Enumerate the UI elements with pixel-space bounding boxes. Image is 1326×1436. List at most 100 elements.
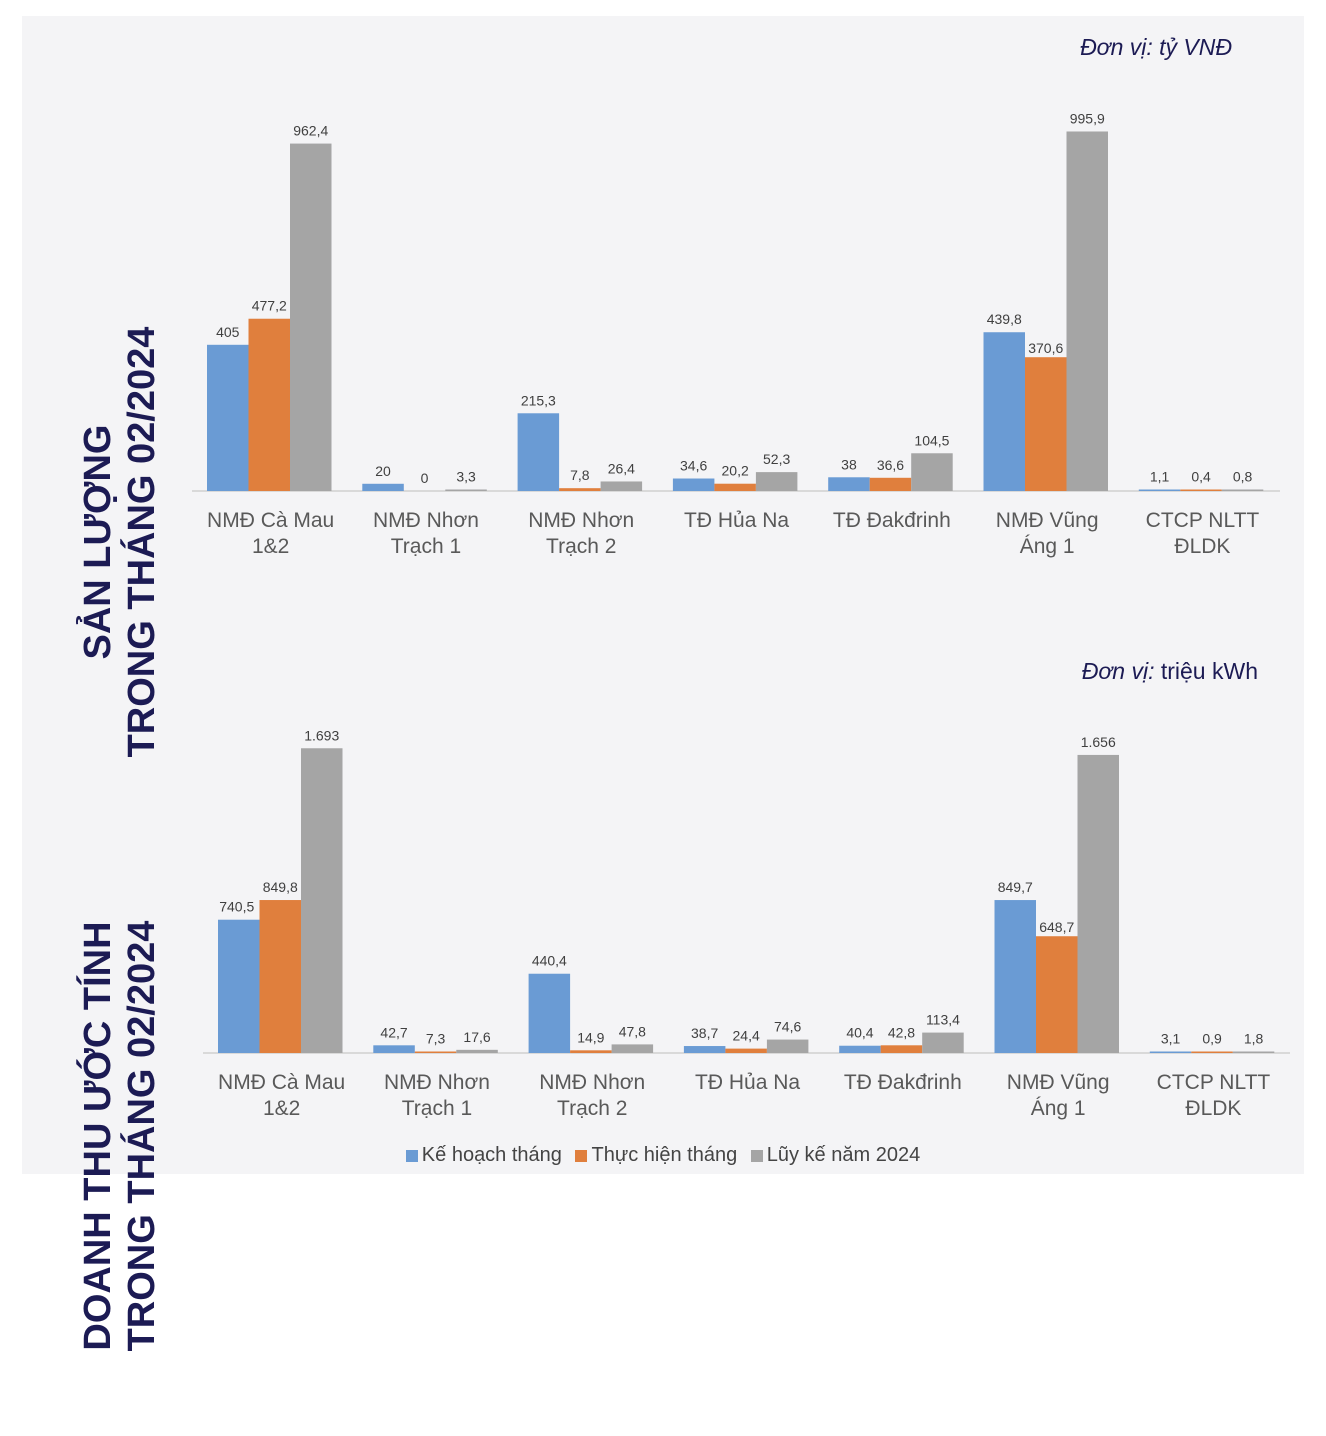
bar-actual — [414, 1051, 457, 1053]
category-label: NMĐ Nhơn — [384, 1071, 490, 1094]
bar-actual — [1180, 489, 1222, 491]
bar-actual — [570, 1050, 612, 1053]
bar-actual — [714, 483, 756, 491]
legend: Kế hoạch tháng Thực hiện tháng Lũy kế nă… — [0, 1144, 1326, 1167]
bar-plan — [528, 973, 571, 1053]
category-label: 1&2 — [252, 535, 289, 558]
bar-cumulative — [922, 1032, 964, 1053]
bar-cumulative — [766, 1039, 809, 1053]
category-label: CTCP NLTT — [1157, 1071, 1271, 1094]
bar-actual — [1191, 1051, 1233, 1053]
data-label: 477,2 — [252, 298, 287, 314]
bar-actual — [559, 488, 601, 491]
bar-actual — [869, 477, 912, 491]
data-label: 17,6 — [463, 1029, 490, 1045]
bar-cumulative — [600, 481, 643, 491]
bar-plan — [994, 900, 1036, 1053]
category-label: Trạch 2 — [546, 535, 616, 558]
bar-plan — [839, 1045, 881, 1053]
legend-label-actual: Thực hiện tháng — [591, 1144, 738, 1166]
bar-actual — [1025, 357, 1067, 491]
category-label: ĐLDK — [1174, 535, 1230, 558]
category-label: Áng 1 — [1031, 1097, 1086, 1120]
legend-item-actual: Thực hiện tháng — [575, 1144, 737, 1167]
data-label: 440,4 — [532, 953, 567, 969]
category-label: CTCP NLTT — [1146, 509, 1260, 532]
data-label: 849,7 — [998, 879, 1033, 895]
data-label: 42,7 — [380, 1024, 407, 1040]
category-label: NMĐ Nhơn — [539, 1071, 645, 1094]
bar-actual — [1036, 936, 1078, 1053]
bar-plan — [1149, 1051, 1192, 1053]
bar-plan — [207, 344, 249, 491]
data-label: 0,9 — [1202, 1031, 1222, 1047]
data-label: 995,9 — [1070, 110, 1105, 126]
category-label: Áng 1 — [1020, 535, 1075, 558]
legend-label-plan: Kế hoạch tháng — [421, 1144, 562, 1166]
chart2-unit-label: Đơn vị: triệu kWh — [1082, 658, 1258, 685]
data-label: 215,3 — [521, 392, 556, 408]
chart2-svg: 740,5 849,8 1.693 NMĐ Cà Mau 1&2 42,7 7,3 17,6 N… — [203, 727, 1290, 1120]
data-label: 1.656 — [1081, 734, 1116, 750]
data-label: 40,4 — [846, 1025, 873, 1041]
data-label: 47,8 — [619, 1023, 646, 1039]
category-label: NMĐ Vũng — [1007, 1071, 1110, 1094]
data-label: 74,6 — [774, 1019, 801, 1035]
data-label: 0,8 — [1233, 469, 1253, 485]
category-label: TĐ Đakđrinh — [833, 509, 951, 532]
category-label: TĐ Hủa Na — [695, 1071, 800, 1094]
bar-plan — [1138, 489, 1181, 491]
data-label: 1.693 — [304, 727, 339, 743]
category-label: NMĐ Vũng — [996, 509, 1099, 532]
legend-label-cumulative: Lũy kế năm 2024 — [766, 1144, 921, 1166]
category-label: Trạch 1 — [402, 1097, 472, 1120]
bar-cumulative — [456, 1049, 498, 1053]
bar-cumulative — [445, 489, 487, 491]
bar-plan — [983, 332, 1025, 491]
data-label: 370,6 — [1028, 340, 1063, 356]
category-label: NMĐ Nhơn — [528, 509, 634, 532]
data-label: 26,4 — [608, 460, 635, 476]
data-label: 14,9 — [577, 1029, 604, 1045]
category-label: NMĐ Nhơn — [373, 509, 479, 532]
data-label: 7,8 — [570, 467, 590, 483]
legend-item-plan: Kế hoạch tháng — [405, 1144, 562, 1167]
bar-cumulative — [611, 1044, 654, 1053]
data-label: 0,4 — [1191, 469, 1211, 485]
infographic: SẢN LƯỢNG TRONG THÁNG 02/2024 Đơn vị: tỷ… — [0, 16, 1326, 1351]
bar-actual — [259, 900, 301, 1053]
data-label: 962,4 — [293, 123, 328, 139]
bar-cumulative — [290, 143, 332, 491]
data-label: 20 — [375, 463, 391, 479]
bar-plan — [517, 413, 560, 491]
bar-plan — [373, 1045, 415, 1053]
bar-cumulative — [755, 472, 798, 491]
data-label: 113,4 — [926, 1012, 960, 1028]
legend-swatch-actual — [575, 1149, 588, 1162]
category-label: TĐ Hủa Na — [684, 509, 789, 532]
legend-swatch-cumulative — [750, 1149, 763, 1162]
chart1-unit-label: Đơn vị: tỷ VNĐ — [1080, 34, 1232, 61]
category-label: TĐ Đakđrinh — [844, 1071, 962, 1094]
category-label: ĐLDK — [1185, 1097, 1241, 1120]
data-label: 3,1 — [1161, 1031, 1181, 1047]
category-label: Trạch 1 — [391, 535, 461, 558]
category-label: 1&2 — [263, 1097, 300, 1120]
chart2-unit-suffix: triệu kWh — [1160, 658, 1258, 684]
data-label: 849,8 — [263, 879, 298, 895]
bar-plan — [362, 483, 404, 491]
bar-cumulative — [911, 453, 953, 491]
data-label: 42,8 — [888, 1024, 915, 1040]
chart1-svg: 405 477,2 962,4 NMĐ Cà Mau 1&2 20 0 3,3 NMĐ Nhơn… — [192, 110, 1280, 558]
legend-swatch-plan — [405, 1149, 418, 1162]
bar-cumulative — [1066, 131, 1108, 491]
legend-item-cumulative: Lũy kế năm 2024 — [750, 1144, 921, 1167]
data-label: 38,7 — [691, 1025, 718, 1041]
category-label: NMĐ Cà Mau — [207, 509, 334, 532]
data-label: 20,2 — [722, 463, 749, 479]
bar-plan — [672, 478, 715, 491]
bar-actual — [880, 1045, 923, 1053]
bar-cumulative — [1077, 754, 1119, 1053]
chart1-unit-text: Đơn vị: tỷ VNĐ — [1080, 34, 1232, 60]
category-label: NMĐ Cà Mau — [218, 1071, 345, 1094]
